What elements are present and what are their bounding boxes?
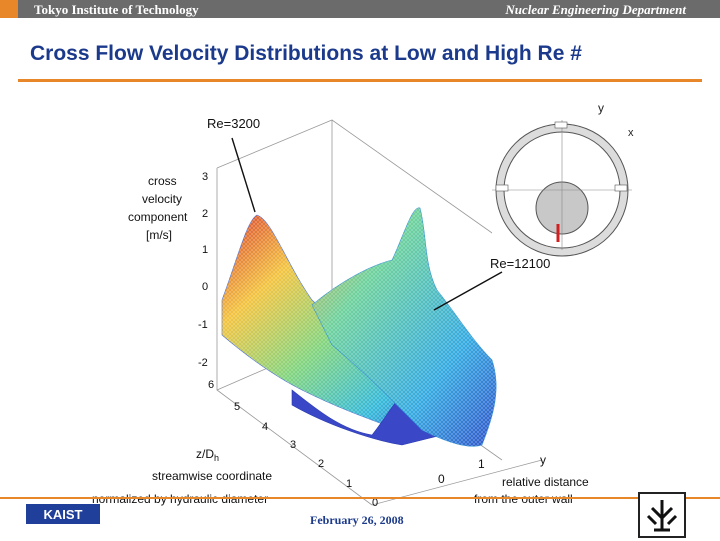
z-tick: -2: [198, 357, 208, 369]
ylabel-var: y: [540, 453, 546, 467]
institution-name: Tokyo Institute of Technology: [34, 2, 199, 17]
x-tick: 1: [346, 478, 352, 490]
label-re-high: Re=12100: [490, 256, 550, 271]
surface-plot: y x Re=3200 Re=12100 cross velocity comp…: [92, 98, 634, 509]
y-tick: 1: [478, 457, 485, 471]
zlabel-line-2: velocity: [142, 192, 182, 206]
title-rule: [18, 79, 702, 82]
kaist-logo: KAIST: [26, 500, 100, 528]
xlabel-line-1: streamwise coordinate: [152, 469, 272, 483]
slide-title: Cross Flow Velocity Distributions at Low…: [30, 42, 582, 65]
arrow-re-high: [433, 271, 503, 311]
x-tick: 4: [262, 421, 268, 433]
presentation-date: February 26, 2008: [310, 513, 404, 527]
header-bar: Tokyo Institute of Technology Nuclear En…: [0, 0, 720, 18]
zlabel-line-4: [m/s]: [146, 228, 172, 242]
xlabel-var: z/Dh: [196, 447, 219, 463]
x-tick: 3: [290, 439, 296, 451]
x-tick: 2: [318, 458, 324, 470]
department-name: Nuclear Engineering Department: [505, 2, 686, 17]
x-tick: 0: [372, 497, 378, 508]
ylabel-line-2: from the outer wall: [474, 492, 573, 506]
zlabel-line-3: component: [128, 210, 188, 224]
z-tick: 2: [202, 208, 208, 220]
inset-x-label: x: [628, 127, 634, 139]
header-accent: [0, 0, 18, 18]
inset-y-label: y: [598, 101, 604, 115]
svg-text:KAIST: KAIST: [44, 507, 83, 522]
z-tick: -1: [198, 319, 208, 331]
y-tick: 0: [438, 472, 445, 486]
z-tick: 0: [202, 281, 208, 293]
x-tick: 6: [208, 379, 214, 391]
z-tick: 1: [202, 244, 208, 256]
cross-section-inset: y x: [492, 98, 634, 258]
label-re-low: Re=3200: [207, 116, 260, 131]
x-tick: 5: [234, 401, 240, 413]
plot-figure: y x Re=3200 Re=12100 cross velocity comp…: [72, 90, 635, 509]
tokyo-tech-logo: [638, 492, 686, 538]
zlabel-line-1: cross: [148, 174, 177, 188]
ylabel-line-1: relative distance: [502, 475, 589, 489]
z-tick: 3: [202, 171, 208, 183]
arrow-re-low: [231, 137, 256, 213]
xlabel-line-2: normalized by hydraulic diameter: [92, 492, 268, 506]
footer-rule: [0, 497, 720, 499]
